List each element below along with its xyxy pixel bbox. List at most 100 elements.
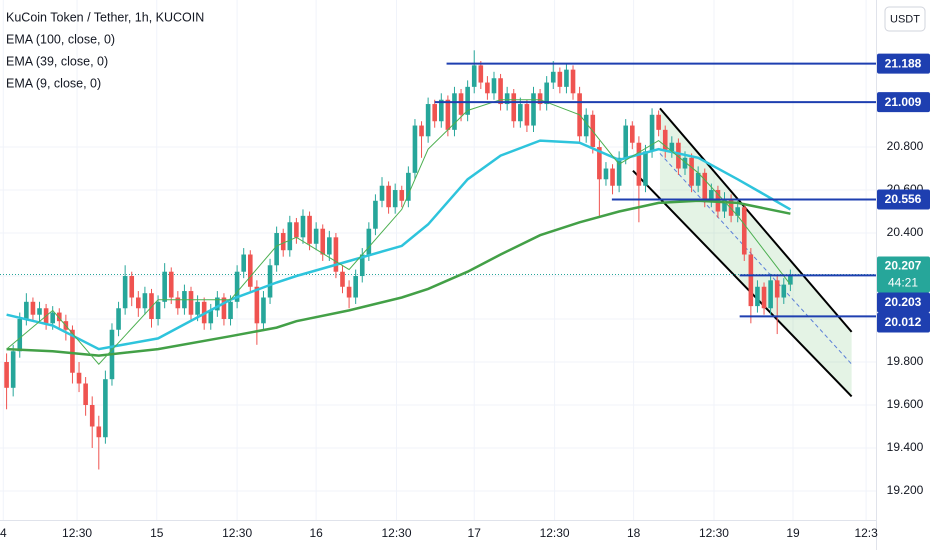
candle-body [498,78,503,105]
candle-body [610,168,615,186]
candle-body [274,233,279,266]
x-tick-label: 17 [468,526,482,540]
candle-body [76,372,82,384]
ema-line [6,199,791,357]
candle-body [234,271,240,302]
x-tick-label: 15 [150,526,164,540]
currency-label[interactable]: USDT [890,13,920,25]
channel-upper [659,107,853,333]
candle-body [30,301,36,315]
candle-body [406,172,411,201]
y-tick-label: 20.400 [887,225,924,239]
candle-body [544,82,549,105]
candle-body [221,297,227,320]
candle-body [774,280,780,298]
candle-body [247,254,253,287]
x-tick-label: 18 [627,526,641,540]
legend-entry: EMA (100, close, 0) [6,32,115,46]
candle-body [327,237,332,255]
candle-body [662,129,668,152]
candle-body [353,276,358,298]
x-tick-label: 12:30 [699,526,729,540]
candle-body [373,200,378,229]
candle-body [155,301,161,320]
ema-line [6,99,791,365]
candle-body [741,207,747,255]
candle-body [636,142,642,186]
x-tick-label: 4 [0,526,7,540]
candle-body [656,114,661,130]
candle-body [709,190,714,201]
candle-body [399,190,405,201]
candle-body [379,185,385,201]
candle-body [116,308,121,330]
candle-body [564,69,569,87]
candle-body [188,291,194,315]
candle-body [465,86,470,115]
candle-body [722,198,727,212]
candle-body [294,222,299,238]
candle-body [300,215,306,238]
candle-body [287,222,293,251]
legend-entry: EMA (39, close, 0) [6,54,108,68]
candle-body [761,286,767,309]
candle-body [735,207,740,216]
candle-body [438,99,444,122]
candle-body [333,237,339,272]
candle-body [386,185,391,208]
candle-body [392,190,398,208]
level-box [877,92,930,113]
ema-line [6,139,792,351]
candle-body [122,276,128,309]
candle-body [518,104,523,122]
candle-body [755,286,760,307]
candle-body [346,286,352,298]
candle-body [689,157,694,186]
level-box [877,292,930,313]
candle-body [583,114,589,137]
candle-body [24,301,29,320]
y-tick-label: 19.600 [887,397,924,411]
x-tick-label: 19 [786,526,800,540]
candle-body [629,125,635,143]
x-tick-label: 12:30 [222,526,252,540]
candle-body [570,69,576,94]
candle-body [4,362,9,388]
candle-body [425,104,431,137]
candle-body [695,172,701,186]
candle-body [537,93,543,105]
candle-body [643,151,648,186]
candle-body [504,93,510,105]
candle-body [531,93,536,126]
y-tick-label: 19.200 [887,483,924,497]
candle-body [550,71,556,83]
candle-body [485,82,490,94]
candle-body [50,312,55,324]
level-label: 20.556 [885,192,922,206]
plot-area [0,0,876,520]
candle-body [254,286,260,324]
y-tick-label: 19.400 [887,440,924,454]
candle-body [89,404,95,427]
candle-body [307,215,312,244]
candle-body [616,157,622,186]
candle-body [359,254,365,277]
candle-body [649,114,655,152]
level-box [877,53,930,74]
candle-body [195,301,200,315]
candle-body [788,274,793,285]
price-labels: 20.207 44:21 21.188 21.009 20.556 20.203 20.01… [877,53,930,333]
candle-body [728,198,734,216]
candle-body [142,293,148,309]
candle-body [669,142,675,152]
candle-body [241,254,247,272]
candle-body [748,254,754,307]
level-label: 21.009 [885,95,922,109]
candle-body [70,329,75,373]
candle-body [96,426,102,438]
last-price-label: 20.207 [885,259,922,273]
candle-body [320,228,326,255]
currency-button[interactable] [884,6,926,32]
candle-body [340,271,345,287]
